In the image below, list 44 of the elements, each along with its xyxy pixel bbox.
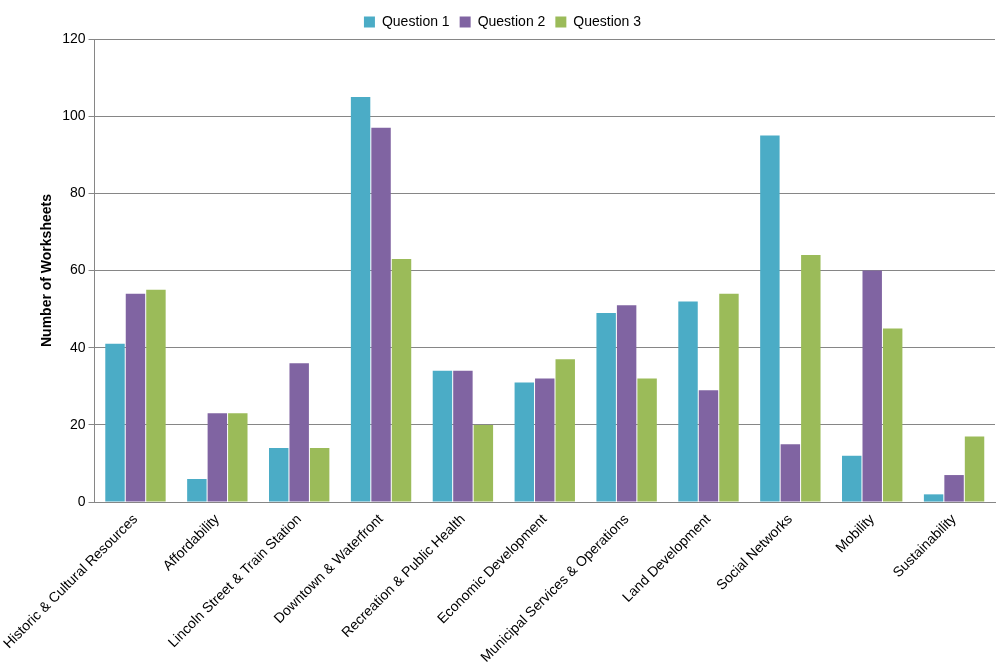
- bar: [350, 96, 371, 502]
- bar: [719, 293, 739, 502]
- bar: [882, 328, 903, 502]
- bar: [842, 455, 862, 502]
- y-tick-label: 80: [69, 184, 86, 201]
- bar: [923, 494, 944, 502]
- legend-label: Question 3: [573, 12, 642, 29]
- bar: [678, 301, 698, 502]
- bar: [862, 270, 882, 502]
- bar: [187, 478, 207, 502]
- bar: [105, 343, 125, 502]
- legend-label: Question 2: [477, 12, 546, 29]
- bar: [473, 424, 494, 502]
- bar: [535, 378, 555, 502]
- bar: [801, 255, 821, 502]
- bar: [391, 258, 412, 502]
- bar: [698, 390, 719, 502]
- y-tick-label: 120: [62, 29, 86, 46]
- bar: [555, 359, 575, 502]
- bar: [432, 370, 453, 502]
- bar: [453, 370, 473, 502]
- bar: [146, 289, 166, 502]
- bar: [616, 305, 637, 502]
- bar: [125, 293, 146, 502]
- y-tick-label: 60: [69, 261, 86, 278]
- legend-label: Question 1: [381, 12, 450, 29]
- bar: [371, 127, 391, 502]
- bar: [228, 413, 248, 502]
- bar: [514, 382, 535, 502]
- bar: [309, 448, 330, 502]
- bar: [269, 448, 289, 502]
- bar: [289, 363, 309, 502]
- y-tick-label: 100: [62, 107, 86, 124]
- bar: [637, 378, 657, 502]
- bar: [207, 413, 228, 502]
- y-tick-label: 20: [69, 415, 86, 432]
- bar: [944, 475, 964, 502]
- y-axis-title: Number of Worksheets: [37, 193, 54, 348]
- bar: [964, 436, 985, 502]
- bar: [780, 444, 801, 502]
- bar: [760, 135, 780, 502]
- bar: [596, 312, 616, 502]
- y-tick-label: 40: [69, 338, 86, 355]
- y-tick-label: 0: [77, 492, 86, 509]
